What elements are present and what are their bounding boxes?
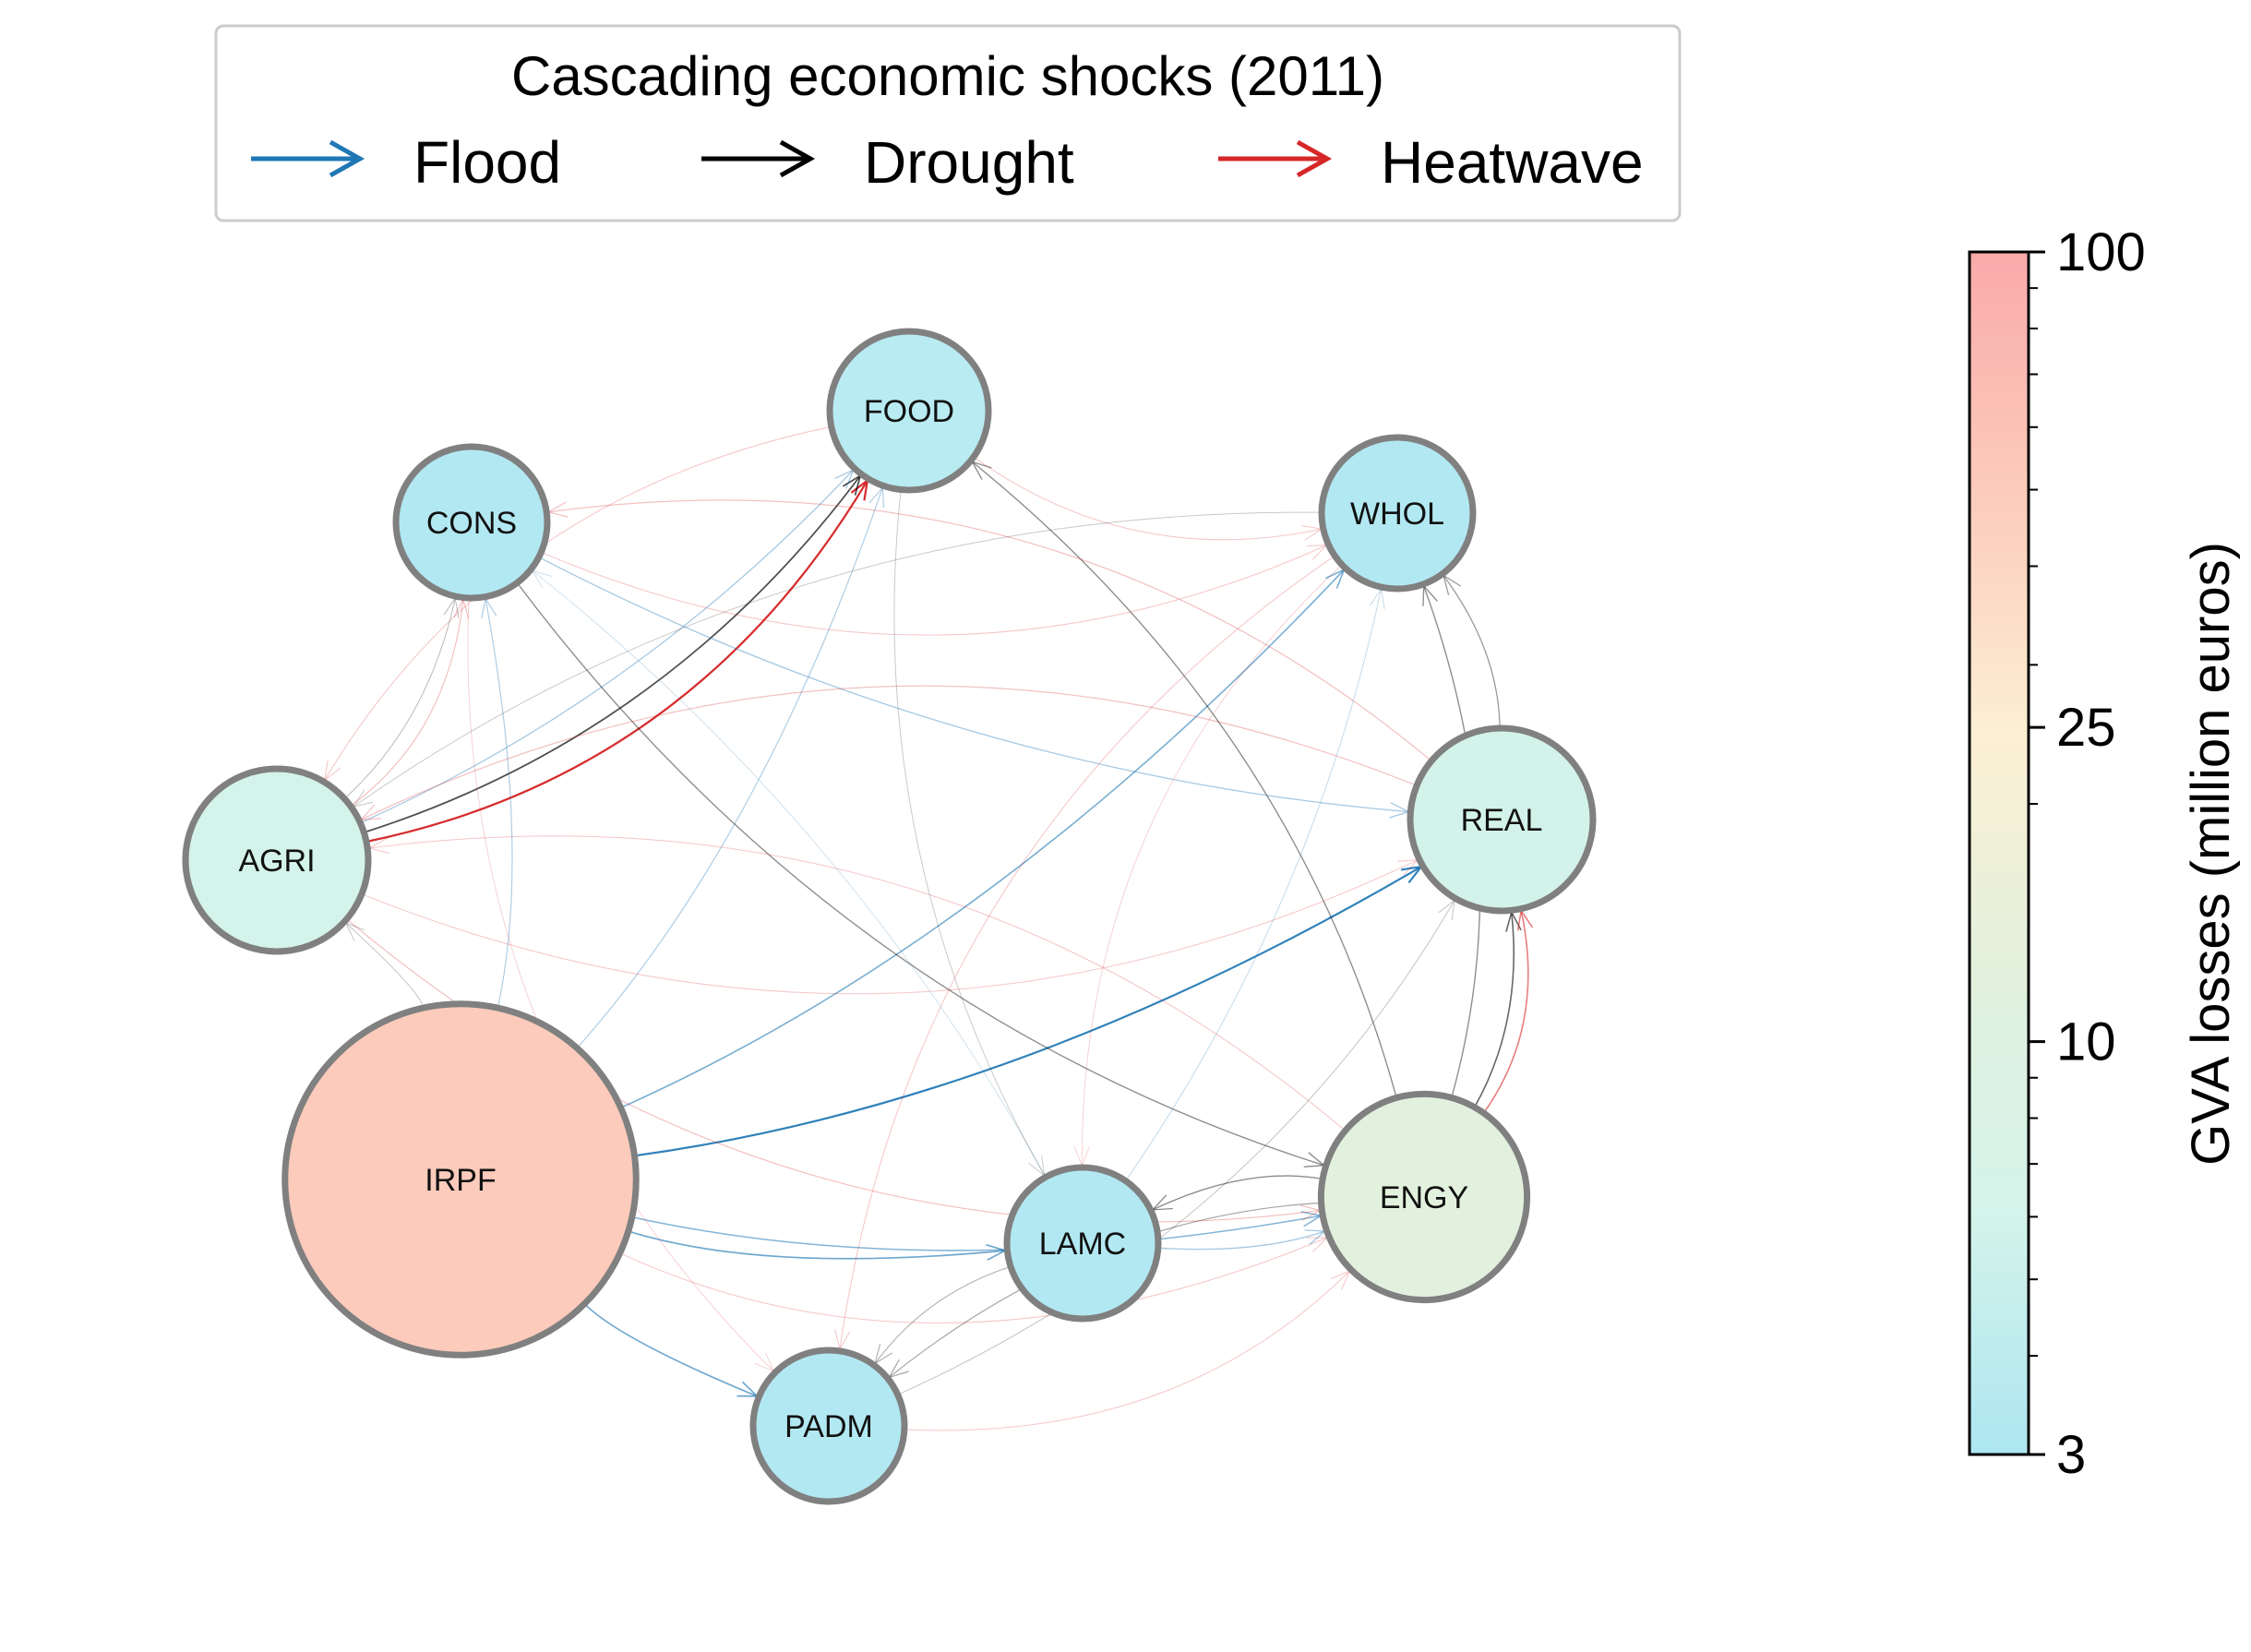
flood-arrowhead-icon [329,139,365,178]
node-circle [281,1000,640,1359]
heatwave-arrowhead-icon [1296,139,1333,178]
edge-arrowhead [324,760,341,782]
nodes-layer: FOOD CONS WHOL AGRI REAL IRPF ENGY LAMC PADM [182,328,1597,1505]
edge-whol-agri-drought [353,511,1323,808]
colorbar-tick-label: 100 [2056,222,2146,282]
edge-food-whol-heatwave [973,456,1322,541]
edge-irpf-agri-drought [345,922,425,1009]
legend-title: Cascading economic shocks (2011) [511,45,1384,107]
edge-irpf-engy-heatwave [619,1237,1328,1323]
edge-real-cons-heatwave [548,499,1432,762]
edge-irpf-padm-flood [583,1303,758,1397]
node-circle [1317,1090,1531,1304]
colorbar: 100 25 10 3 GVA losses (million euros) [1968,222,2241,1485]
legend-label-flood: Flood [413,129,561,196]
edge-whol-lamc-heatwave [1081,564,1343,1167]
edge-agri-cons-heatwave [350,599,464,807]
node-label: ENGY [1380,1180,1468,1215]
edge-engy-lamc-drought [1152,1175,1323,1211]
colorbar-ticks: 100 25 10 3 [2029,222,2146,1485]
legend-frame [214,24,1682,222]
node-irpf: IRPF [281,1000,640,1359]
node-circle [392,443,551,602]
node-whol: WHOL [1318,434,1477,593]
node-circle [826,328,992,494]
edge-real-agri-heatwave [360,685,1418,820]
edge-food-lamc-drought [893,489,1046,1177]
edge-engy-agri-heatwave [369,835,1346,1131]
edge-arrowhead [1438,899,1455,921]
edge-agri-cons-drought [343,597,456,799]
edge-lamc-whol-flood [1125,589,1383,1181]
legend-item-heatwave: Heatwave [1218,129,1644,196]
node-real: REAL [1407,724,1597,915]
edge-whol-padm-heatwave [839,555,1335,1349]
edge-agri-real-heatwave [361,859,1419,995]
node-label: PADM [784,1409,873,1444]
node-circle [1003,1164,1162,1323]
edge-irpf-engy-flood [631,1215,1322,1251]
edge-engy-food-drought [971,461,1397,1098]
edge-arrowhead [1028,1155,1046,1178]
legend-item-drought: Drought [701,129,1074,196]
node-label: CONS [426,506,517,541]
colorbar-tick-label: 3 [2056,1425,2086,1485]
edge-cons-engy-drought [516,582,1324,1167]
edge-irpf-real-flood [634,866,1422,1157]
node-cons: CONS [392,443,551,602]
edge-engy-real-drought [1474,912,1515,1108]
node-circle [182,765,372,955]
legend-item-flood: Flood [251,129,561,196]
node-food: FOOD [826,328,992,494]
node-engy: ENGY [1317,1090,1531,1304]
edge-lamc-padm-drought [874,1265,1012,1364]
edge-engy-real-heatwave [1482,910,1529,1114]
drought-arrowhead-icon [779,139,816,178]
node-label: AGRI [238,844,315,879]
edge-padm-engy-heatwave [904,1270,1350,1431]
node-label: LAMC [1039,1227,1126,1262]
edge-arrowhead [1301,524,1323,541]
node-label: WHOL [1350,497,1444,532]
edge-padm-real-drought [897,900,1455,1395]
colorbar-gradient [1968,250,2030,1456]
edge-agri-food-drought [364,474,861,833]
colorbar-tick-label: 10 [2056,1012,2116,1072]
edge-cons-real-flood [538,557,1409,813]
legend: Cascading economic shocks (2011) Flood D… [214,24,1682,222]
node-circle [1318,434,1477,593]
colorbar-label: GVA losses (million euros) [2181,542,2241,1166]
node-label: IRPF [425,1163,496,1198]
node-circle [1407,724,1597,915]
edge-lamc-engy-flood [1157,1230,1325,1251]
node-circle [749,1347,908,1505]
edge-real-whol-drought [1443,575,1501,729]
node-padm: PADM [749,1347,908,1505]
edge-cons-whol-heatwave [541,545,1327,636]
node-lamc: LAMC [1003,1164,1162,1323]
edge-lamc-cons-flood [532,569,1047,1178]
edge-agri-food-heatwave [365,480,868,844]
node-label: FOOD [864,394,954,429]
legend-label-heatwave: Heatwave [1381,129,1644,196]
edge-irpf-food-flood [576,487,883,1049]
legend-label-drought: Drought [864,129,1074,196]
edge-irpf-whol-flood [620,569,1345,1109]
edge-irpf-lamc-flood [628,1230,1006,1260]
edge-food-agri-heatwave [324,425,832,781]
colorbar-tick-label: 25 [2056,698,2116,758]
edge-agri-food-flood [360,469,855,824]
edge-irpf-cons-flood [485,598,513,1009]
node-agri: AGRI [182,765,372,955]
node-label: REAL [1461,803,1543,838]
